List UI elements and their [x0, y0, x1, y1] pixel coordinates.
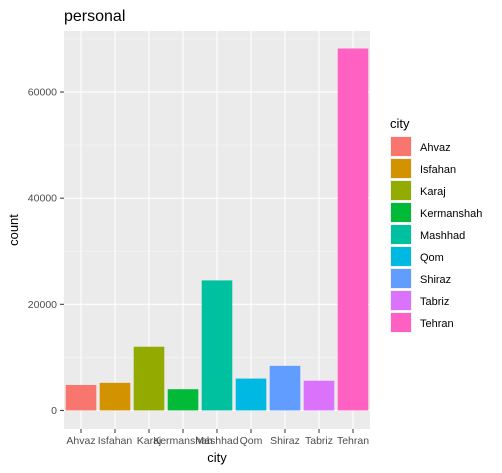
y-tick-label: 20000 — [28, 299, 57, 311]
y-axis-title: count — [6, 214, 21, 246]
x-tick-label: Ahvaz — [66, 435, 95, 447]
x-tick-label: Shiraz — [270, 435, 300, 447]
y-tick-label: 60000 — [28, 87, 57, 99]
x-tick-label: Tehran — [337, 435, 369, 447]
y-tick-label: 0 — [51, 405, 57, 417]
y-axis: 0 20000 40000 60000 — [28, 87, 64, 417]
bars — [65, 48, 369, 411]
bar-isfahan — [99, 382, 131, 411]
x-tick-label: Karaj — [137, 435, 162, 447]
legend: city Ahvaz Isfahan Karaj Kermanshah Mashhad Q… — [390, 116, 482, 333]
legend-label: Isfahan — [420, 164, 456, 176]
bar-shiraz — [269, 365, 301, 411]
x-tick-label: Isfahan — [98, 435, 133, 447]
legend-swatch-tehran — [391, 313, 411, 332]
legend-label: Mashhad — [420, 230, 465, 242]
y-tick-label: 40000 — [28, 193, 57, 205]
x-tick-label: Qom — [240, 435, 263, 447]
legend-swatch-ahvaz — [391, 137, 411, 156]
bar-qom — [235, 378, 267, 411]
legend-swatch-mashhad — [391, 225, 411, 244]
legend-label: Qom — [420, 252, 444, 264]
legend-label: Ahvaz — [420, 142, 451, 154]
legend-label: Karaj — [420, 186, 446, 198]
legend-swatch-karaj — [391, 181, 411, 200]
legend-swatch-kermanshah — [391, 203, 411, 222]
legend-title: city — [390, 116, 410, 131]
bar-karaj — [133, 346, 165, 411]
x-tick-label: Tabriz — [305, 435, 333, 447]
x-tick-label: Mashhad — [195, 435, 238, 447]
legend-label: Shiraz — [420, 274, 451, 286]
legend-swatch-isfahan — [391, 159, 411, 178]
legend-label: Tabriz — [420, 296, 449, 308]
bar-kermanshah — [167, 389, 199, 411]
legend-swatch-shiraz — [391, 269, 411, 288]
bar-tehran — [337, 48, 369, 411]
legend-label: Kermanshah — [420, 208, 482, 220]
bar-tabriz — [303, 380, 335, 411]
bar-mashhad — [201, 280, 233, 411]
bar-ahvaz — [65, 384, 97, 411]
legend-swatch-tabriz — [391, 291, 411, 310]
x-tick-label: Kermanshah — [153, 435, 213, 447]
legend-swatch-qom — [391, 247, 411, 266]
chart-title: personal — [64, 8, 125, 25]
legend-label: Tehran — [420, 318, 454, 330]
x-axis-title: city — [207, 450, 227, 465]
